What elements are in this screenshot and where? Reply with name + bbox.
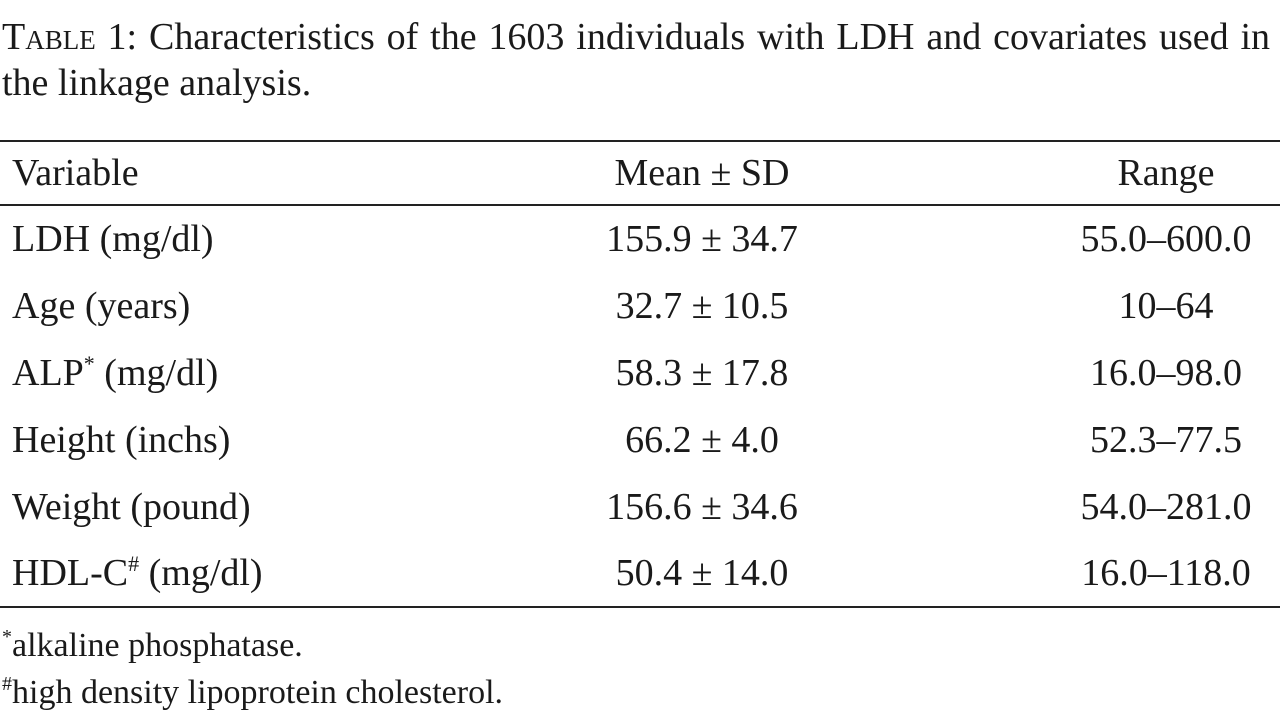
variable-cell: ALP* (mg/dl): [0, 339, 452, 406]
table-row: Age (years) 32.7 ± 10.5 10–64: [0, 272, 1280, 339]
table-body: LDH (mg/dl) 155.9 ± 34.7 55.0–600.0 Age (ye…: [0, 205, 1280, 607]
variable-unit: (inchs): [124, 418, 231, 461]
mean-sd-cell: 156.6 ± 34.6: [606, 485, 798, 528]
table-row: Weight (pound) 156.6 ± 34.6 54.0–281.0: [0, 473, 1280, 540]
footnote-mark: #: [2, 673, 12, 695]
variable-cell: Weight (pound): [0, 473, 452, 540]
mean-sd-cell: 50.4 ± 14.0: [615, 552, 789, 594]
range-cell: 16.0–118.0: [1081, 552, 1251, 594]
variable-name: LDH: [12, 218, 91, 260]
variable-unit: (pound): [130, 485, 251, 528]
table-row: ALP* (mg/dl) 58.3 ± 17.8 16.0–98.0: [0, 339, 1280, 406]
mean-sd-cell: 66.2 ± 4.0: [625, 418, 779, 461]
variable-name: Height: [12, 418, 116, 461]
range-cell: 55.0–600.0: [1080, 218, 1252, 260]
column-header: Mean ± SD: [614, 152, 790, 194]
table-row: Height (inchs) 66.2 ± 4.0 52.3–77.5: [0, 406, 1280, 473]
footnote-text: high density lipoprotein cholesterol.: [12, 674, 504, 711]
note-mark: *: [83, 350, 95, 376]
variable-name: Weight: [12, 485, 121, 528]
variable-unit: (mg/dl): [148, 552, 263, 594]
variable-name: Age: [12, 284, 76, 327]
column-header: Range: [1117, 152, 1215, 194]
variable-cell: Height (inchs): [0, 406, 452, 473]
variable-unit: (years): [84, 284, 191, 327]
variable-unit: (mg/dl): [99, 218, 214, 260]
footnote: *alkaline phosphatase.: [2, 622, 503, 669]
footnote-mark: *: [2, 626, 12, 648]
variable-cell: Age (years): [0, 272, 452, 339]
range-cell: 16.0–98.0: [1090, 351, 1242, 394]
variable-cell: LDH (mg/dl): [0, 205, 452, 272]
footnote: #high density lipoprotein cholesterol.: [2, 669, 503, 716]
footnote-text: alkaline phosphatase.: [12, 627, 303, 664]
mean-sd-cell: 155.9 ± 34.7: [606, 218, 798, 260]
header-row: Variable Mean ± SD Range: [0, 141, 1280, 205]
mean-sd-cell: 32.7 ± 10.5: [615, 284, 789, 327]
column-header: Variable: [12, 152, 139, 194]
data-table: Variable Mean ± SD Range LDH (mg/dl) 155.9 …: [0, 140, 1280, 608]
range-cell: 54.0–281.0: [1080, 485, 1252, 528]
note-mark: #: [128, 551, 140, 576]
variable-unit: (mg/dl): [104, 351, 219, 394]
variable-cell: HDL-C# (mg/dl): [0, 540, 452, 607]
table-row: LDH (mg/dl) 155.9 ± 34.7 55.0–600.0: [0, 205, 1280, 272]
caption-label: Table 1:: [2, 16, 138, 58]
caption-text: Characteristics of the 1603 individuals …: [2, 16, 1271, 104]
mean-sd-cell: 58.3 ± 17.8: [615, 351, 789, 394]
variable-name: ALP: [12, 351, 84, 394]
footnotes: *alkaline phosphatase. #high density lipo…: [2, 622, 503, 716]
table-caption: Table 1: Characteristics of the 1603 ind…: [2, 14, 1270, 106]
variable-name: HDL-C: [12, 552, 129, 594]
range-cell: 10–64: [1118, 284, 1214, 327]
range-cell: 52.3–77.5: [1090, 418, 1242, 461]
table-row: HDL-C# (mg/dl) 50.4 ± 14.0 16.0–118.0: [0, 540, 1280, 607]
